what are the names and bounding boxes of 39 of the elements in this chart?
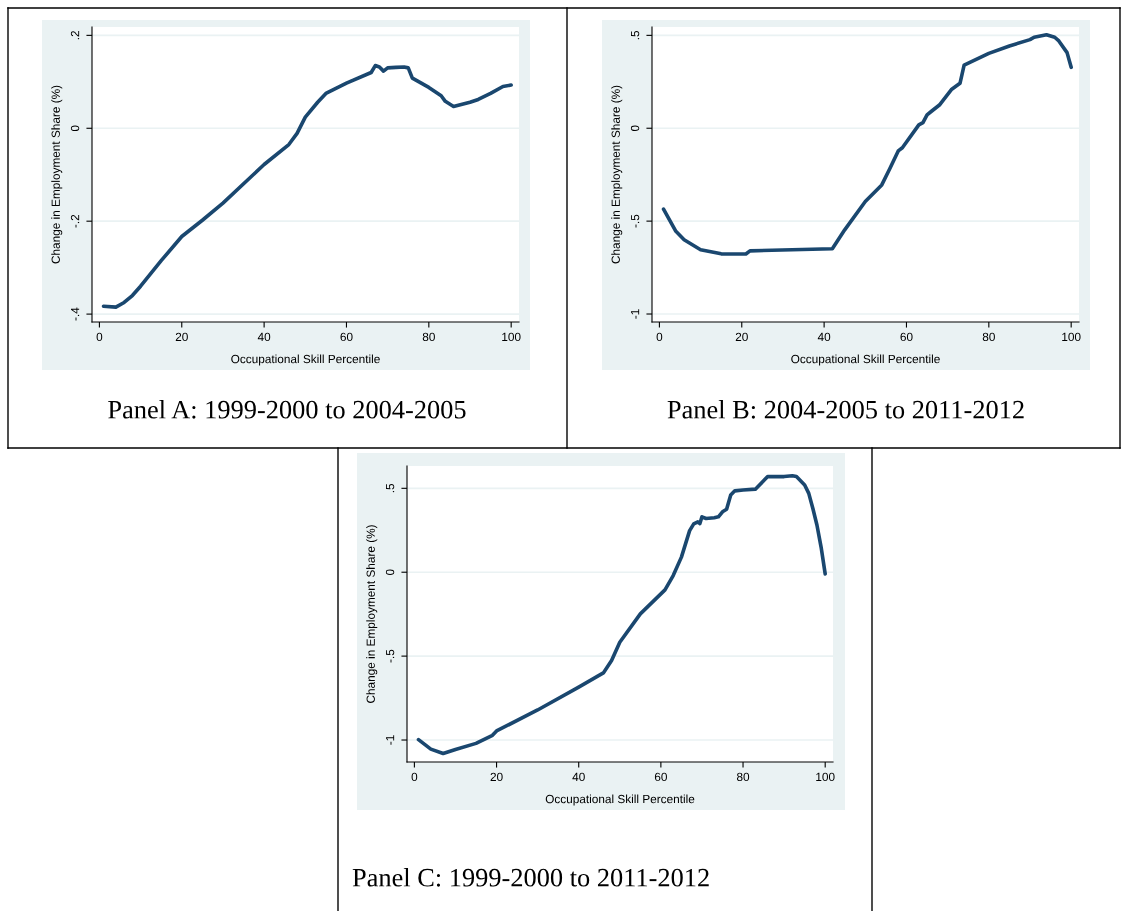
y-tick-label: -1 xyxy=(631,309,640,319)
x-tick-label: 100 xyxy=(816,772,835,782)
y-tick-label: 0 xyxy=(630,125,640,132)
x-axis-title: Occupational Skill Percentile xyxy=(545,794,695,806)
x-tick-label: 80 xyxy=(422,332,435,342)
x-tick-label: 0 xyxy=(656,332,663,342)
x-tick-label: 80 xyxy=(982,332,995,342)
y-tick-label: .2 xyxy=(70,31,80,40)
x-tick-label: 40 xyxy=(817,332,831,342)
y-tick-label: -.5 xyxy=(631,214,640,228)
y-tick-label: 0 xyxy=(385,569,395,576)
x-tick-label: 100 xyxy=(502,332,521,342)
y-tick-label: -.4 xyxy=(71,307,80,321)
x-tick-label: 60 xyxy=(900,332,913,342)
x-tick-label: 80 xyxy=(736,772,750,782)
text: Panel B: 2004-2005 to 2011-2012 xyxy=(667,400,1024,419)
x-tick-label: 60 xyxy=(654,772,667,782)
x-tick-label: 20 xyxy=(175,332,188,342)
x-axis-title: Occupational Skill Percentile xyxy=(791,354,940,366)
x-tick-label: 20 xyxy=(490,772,503,782)
x-tick-label: 60 xyxy=(340,332,353,342)
y-tick-label: -.5 xyxy=(386,649,395,663)
text: Panel A: 1999-2000 to 2004-2005 xyxy=(108,400,466,419)
x-tick-label: 100 xyxy=(1062,332,1081,342)
x-tick-label: 40 xyxy=(257,332,271,342)
y-tick-label: .5 xyxy=(386,483,395,493)
y-tick-label: -1 xyxy=(386,735,395,745)
x-axis-title: Occupational Skill Percentile xyxy=(231,354,380,366)
y-tick-label: .5 xyxy=(631,30,640,40)
y-axis-title: Change in Employment Share (%) xyxy=(366,525,378,703)
x-tick-label: 0 xyxy=(411,772,418,782)
y-tick-label: 0 xyxy=(70,125,80,132)
x-tick-label: 20 xyxy=(735,332,748,342)
x-tick-label: 40 xyxy=(572,772,585,782)
x-tick-label: 0 xyxy=(96,332,103,342)
text: Panel C: 1999-2000 to 2011-2012 xyxy=(352,868,709,887)
y-axis-title: Change in Employment Share (%) xyxy=(51,85,63,264)
y-tick-label: -.2 xyxy=(70,214,80,228)
y-axis-title: Change in Employment Share (%) xyxy=(611,85,623,264)
